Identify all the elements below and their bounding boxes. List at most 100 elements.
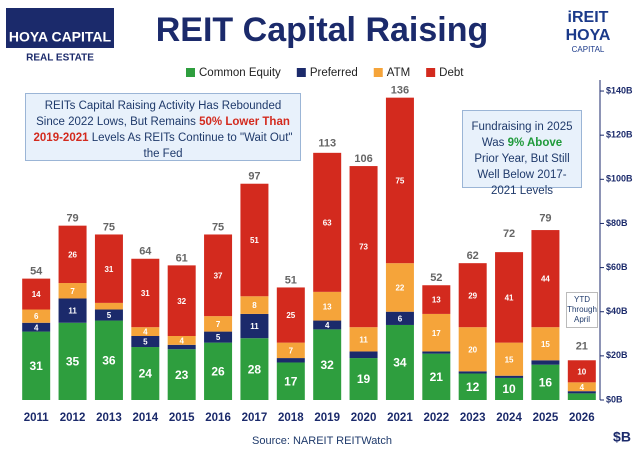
data-label: 21 [430, 370, 444, 384]
total-label: 62 [467, 250, 479, 262]
bar-segment [313, 291, 342, 321]
data-label: 26 [211, 364, 225, 378]
data-label: 44 [541, 275, 550, 284]
unit-label: $B [613, 429, 631, 445]
data-label: 7 [216, 320, 221, 329]
y-tick-label: $0B [606, 394, 623, 404]
source: Source: NAREIT REITWatch [252, 435, 392, 447]
bar-segment [458, 327, 487, 372]
bar-segment [94, 320, 123, 400]
x-tick-label: 2026 [569, 412, 595, 424]
legend-label: ATM [387, 67, 410, 79]
data-label: 13 [432, 296, 441, 305]
bar-segment [385, 263, 414, 312]
x-tick-label: 2020 [351, 412, 377, 424]
bar-segment [567, 391, 596, 394]
total-label: 97 [248, 171, 260, 183]
note-text: Prior Year, But Still Well Below 2017-20… [474, 153, 570, 197]
note-highlight: 50% Lower Than 2019-2021 [33, 116, 290, 144]
data-label: 10 [577, 367, 586, 376]
note-text: Fundraising in 2025 Was [471, 121, 573, 149]
total-label: 61 [176, 252, 188, 264]
bar-segment [240, 313, 269, 339]
bar-segment [385, 324, 414, 400]
bar-segment [22, 331, 51, 400]
logo-text: iREIT [568, 9, 609, 26]
data-label: 11 [250, 322, 259, 331]
bar-segment [422, 353, 451, 400]
bar-segment [349, 351, 378, 359]
logo-text: CAPITAL [572, 45, 605, 54]
total-label: 51 [285, 274, 297, 286]
data-label: 4 [34, 323, 39, 332]
data-label: 41 [505, 293, 514, 302]
y-tick-label: $60B [606, 262, 628, 272]
x-tick-label: 2016 [205, 412, 231, 424]
data-label: 6 [34, 312, 39, 321]
y-tick-label: $20B [606, 350, 628, 360]
x-tick-label: 2022 [424, 412, 450, 424]
legend-label: Preferred [310, 67, 358, 79]
data-label: 35 [66, 355, 80, 369]
data-label: 16 [539, 376, 553, 390]
data-label: 36 [102, 353, 116, 367]
y-tick-label: $140B [606, 85, 633, 95]
x-tick-label: 2024 [496, 412, 522, 424]
data-label: 11 [359, 335, 368, 344]
data-label: 15 [541, 340, 550, 349]
bar-segment [495, 342, 524, 376]
bar-segment [276, 342, 305, 359]
total-label: 21 [576, 341, 588, 353]
note-text: Levels As REITs Continue to "Wait Out" t… [88, 132, 293, 160]
total-label: 75 [212, 221, 224, 233]
data-label: 63 [323, 218, 332, 227]
bar-segment [349, 327, 378, 352]
bar-segment [531, 230, 560, 328]
data-label: 31 [141, 289, 150, 298]
bar-segment [58, 322, 87, 400]
bar-segment [422, 285, 451, 314]
data-label: 7 [289, 346, 294, 355]
bar-segment [385, 97, 414, 264]
data-label: 19 [357, 372, 371, 386]
bar-segment [495, 375, 524, 378]
logo-bg [6, 8, 114, 48]
annotation: Fundraising in 2025 Was 9% Above Prior Y… [462, 110, 582, 197]
data-label: 23 [175, 368, 189, 382]
bar-segment [22, 309, 51, 323]
data-label: 11 [68, 307, 77, 316]
bar-segment [131, 258, 160, 328]
bar-segment [495, 252, 524, 343]
legend-swatch [186, 68, 195, 77]
bar-segment [240, 183, 269, 297]
data-label: 4 [580, 383, 585, 392]
bar-segment [204, 331, 233, 343]
total-label: 113 [318, 138, 336, 150]
total-label: 72 [503, 228, 515, 240]
data-label: 10 [502, 382, 516, 396]
data-label: 5 [143, 338, 148, 347]
data-label: 13 [323, 302, 332, 311]
bar-segment [58, 225, 87, 284]
bar-segment [349, 358, 378, 400]
total-label: 52 [430, 272, 442, 284]
logo-text: HOYA CAPITAL [9, 29, 112, 45]
bar-segment [94, 234, 123, 303]
total-label: 64 [139, 246, 152, 258]
data-label: 20 [468, 345, 477, 354]
bar-segment [167, 265, 196, 336]
data-label: 17 [284, 374, 298, 388]
data-label: 22 [395, 284, 404, 293]
note-highlight: 9% Above [507, 137, 563, 149]
bar-segment [458, 373, 487, 400]
x-tick-label: 2013 [96, 412, 122, 424]
x-tick-label: 2018 [278, 412, 304, 424]
bar-segment [385, 311, 414, 325]
data-label: 25 [286, 311, 295, 320]
x-tick-label: 2025 [533, 412, 559, 424]
data-label: 29 [468, 291, 477, 300]
note-text: REITs Capital Raising Activity Has Rebou… [36, 100, 282, 128]
data-label: 14 [32, 290, 41, 299]
data-label: 17 [432, 329, 441, 338]
ytd-note: YTD Through April [566, 292, 598, 328]
